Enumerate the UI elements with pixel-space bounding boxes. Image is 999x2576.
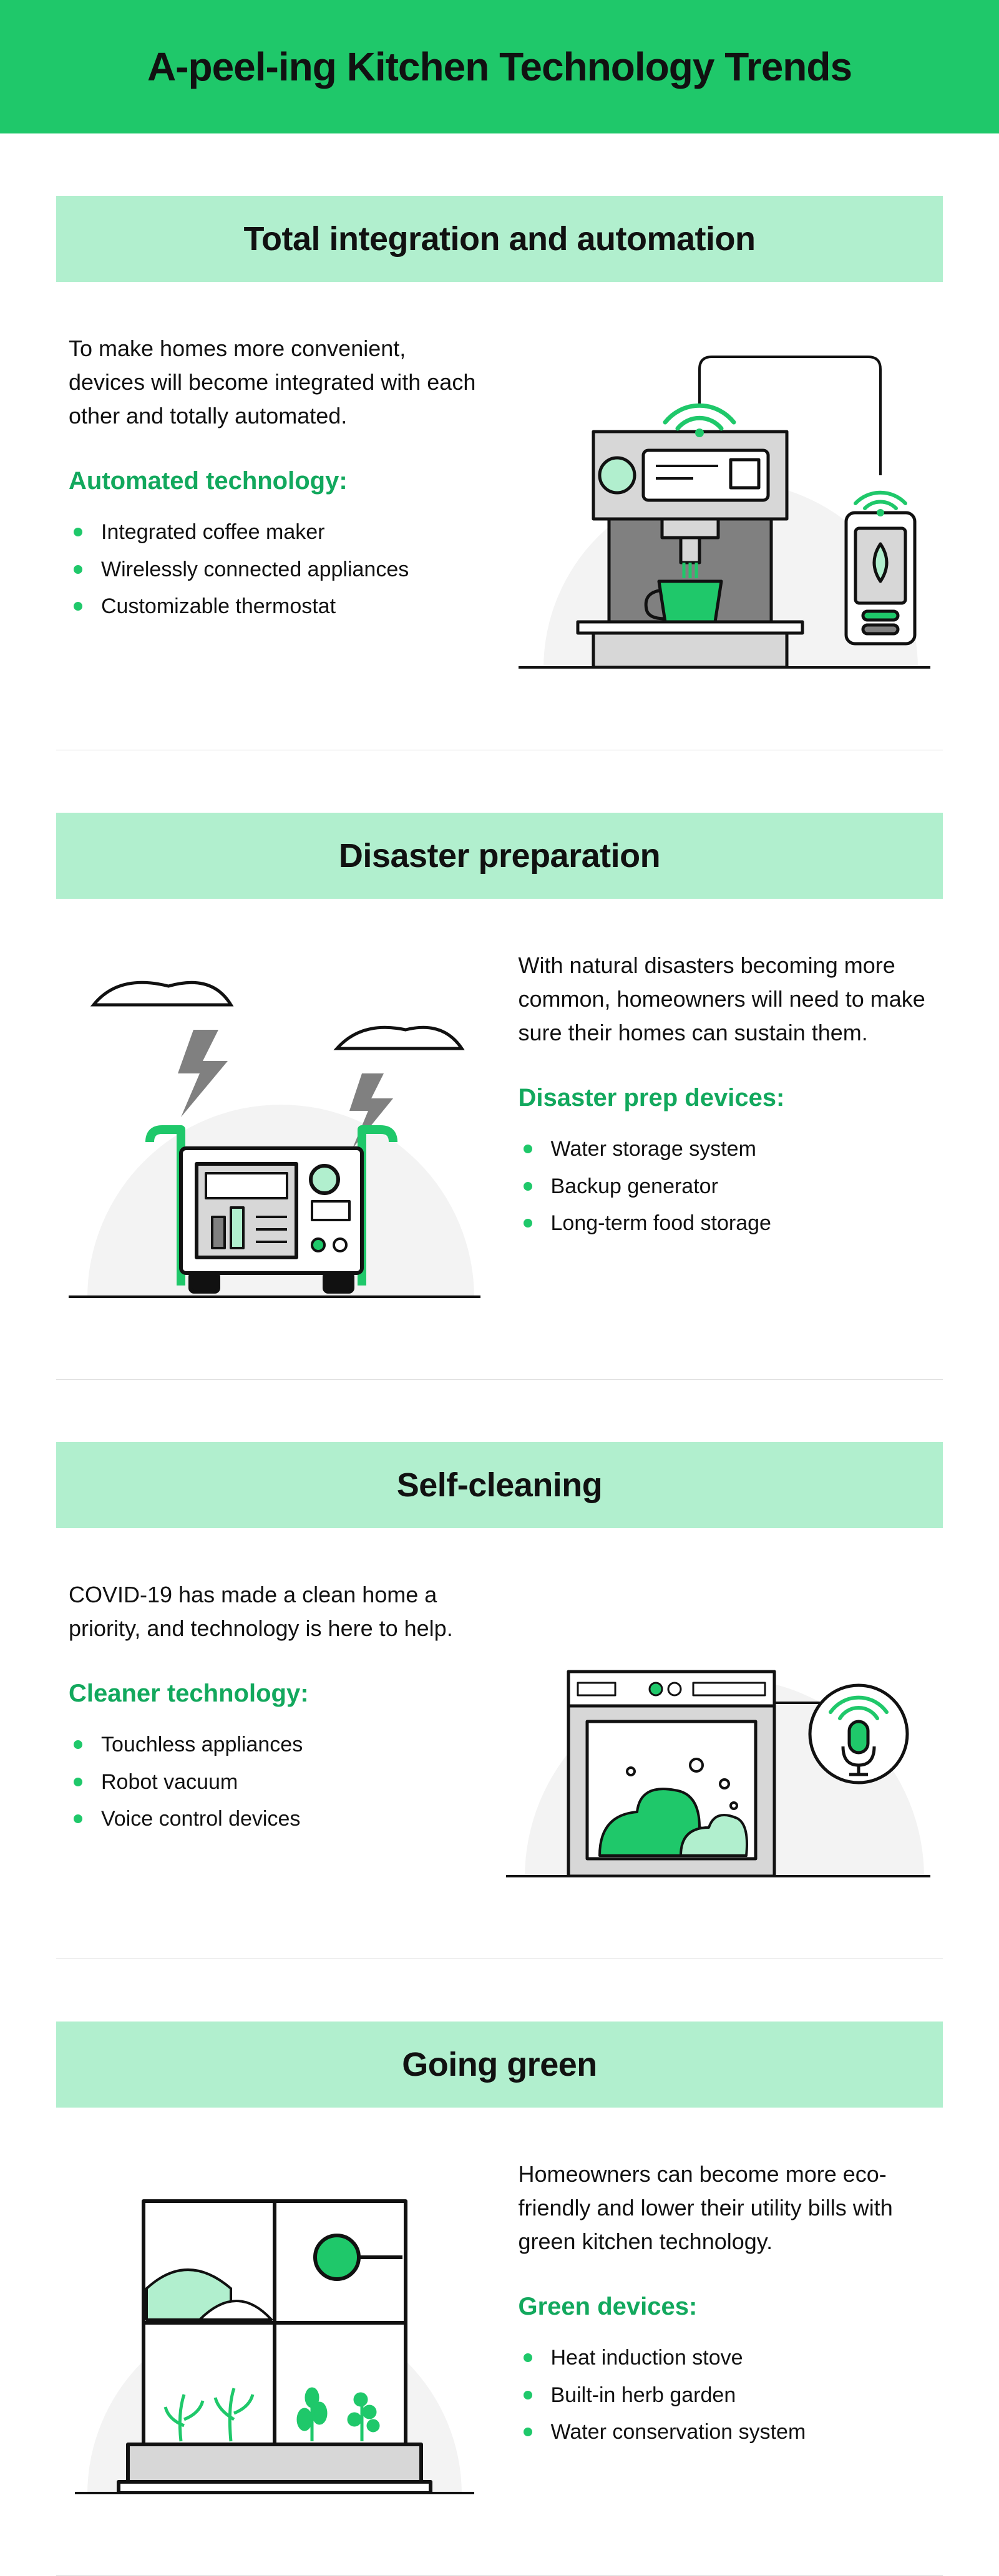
section-header: Disaster preparation: [56, 813, 943, 899]
window-garden-illustration: [75, 2157, 474, 2494]
main-title: A-peel-ing Kitchen Technology Trends: [25, 44, 974, 90]
coffee-maker-illustration: [519, 332, 930, 669]
illustration-column: [519, 332, 931, 669]
section-heading: Going green: [69, 2045, 930, 2084]
section-green: Going green Homeowners can become more e…: [0, 1959, 999, 2532]
list-item: Voice control devices: [74, 1801, 469, 1838]
section-disaster: Disaster preparation With natural disast…: [0, 750, 999, 1335]
list-heading: Automated technology:: [69, 467, 481, 495]
feature-list: Heat induction stove Built-in herb garde…: [519, 2340, 931, 2451]
list-heading: Disaster prep devices:: [519, 1084, 931, 1112]
intro-text: With natural disasters becoming more com…: [519, 949, 931, 1050]
list-item: Water conservation system: [524, 2414, 931, 2451]
section-header: Going green: [56, 2022, 943, 2108]
section-body: With natural disasters becoming more com…: [56, 949, 943, 1298]
intro-text: COVID-19 has made a clean home a priorit…: [69, 1578, 469, 1645]
dishwasher-illustration: [506, 1578, 930, 1877]
feature-list: Integrated coffee maker Wirelessly conne…: [69, 514, 481, 626]
text-column: With natural disasters becoming more com…: [519, 949, 931, 1242]
intro-text: Homeowners can become more eco-friendly …: [519, 2157, 931, 2259]
section-header: Total integration and automation: [56, 196, 943, 282]
list-item: Robot vacuum: [74, 1764, 469, 1801]
list-item: Long-term food storage: [524, 1205, 931, 1242]
illustration-column: [69, 2157, 481, 2494]
generator-illustration: [69, 949, 480, 1298]
illustration-column: [69, 949, 481, 1298]
intro-text: To make homes more convenient, devices w…: [69, 332, 481, 433]
list-item: Heat induction stove: [524, 2340, 931, 2377]
section-header: Self-cleaning: [56, 1442, 943, 1528]
section-body: To make homes more convenient, devices w…: [56, 332, 943, 669]
section-integration: Total integration and automation To make…: [0, 133, 999, 706]
list-heading: Cleaner technology:: [69, 1680, 469, 1708]
section-heading: Total integration and automation: [69, 220, 930, 258]
feature-list: Water storage system Backup generator Lo…: [519, 1131, 931, 1242]
list-item: Touchless appliances: [74, 1726, 469, 1764]
list-item: Built-in herb garden: [524, 2377, 931, 2414]
text-column: COVID-19 has made a clean home a priorit…: [69, 1578, 469, 1838]
title-banner: A-peel-ing Kitchen Technology Trends: [0, 0, 999, 133]
section-body: Homeowners can become more eco-friendly …: [56, 2157, 943, 2494]
list-heading: Green devices:: [519, 2293, 931, 2321]
infographic-container: A-peel-ing Kitchen Technology Trends Tot…: [0, 0, 999, 2576]
list-item: Water storage system: [524, 1131, 931, 1168]
text-column: Homeowners can become more eco-friendly …: [519, 2157, 931, 2451]
list-item: Wirelessly connected appliances: [74, 551, 481, 589]
section-body: COVID-19 has made a clean home a priorit…: [56, 1578, 943, 1877]
section-heading: Self-cleaning: [69, 1466, 930, 1504]
list-item: Integrated coffee maker: [74, 514, 481, 551]
text-column: To make homes more convenient, devices w…: [69, 332, 481, 626]
illustration-column: [506, 1578, 930, 1877]
list-item: Customizable thermostat: [74, 588, 481, 626]
section-heading: Disaster preparation: [69, 836, 930, 875]
feature-list: Touchless appliances Robot vacuum Voice …: [69, 1726, 469, 1838]
section-cleaning: Self-cleaning COVID-19 has made a clean …: [0, 1380, 999, 1915]
list-item: Backup generator: [524, 1168, 931, 1206]
